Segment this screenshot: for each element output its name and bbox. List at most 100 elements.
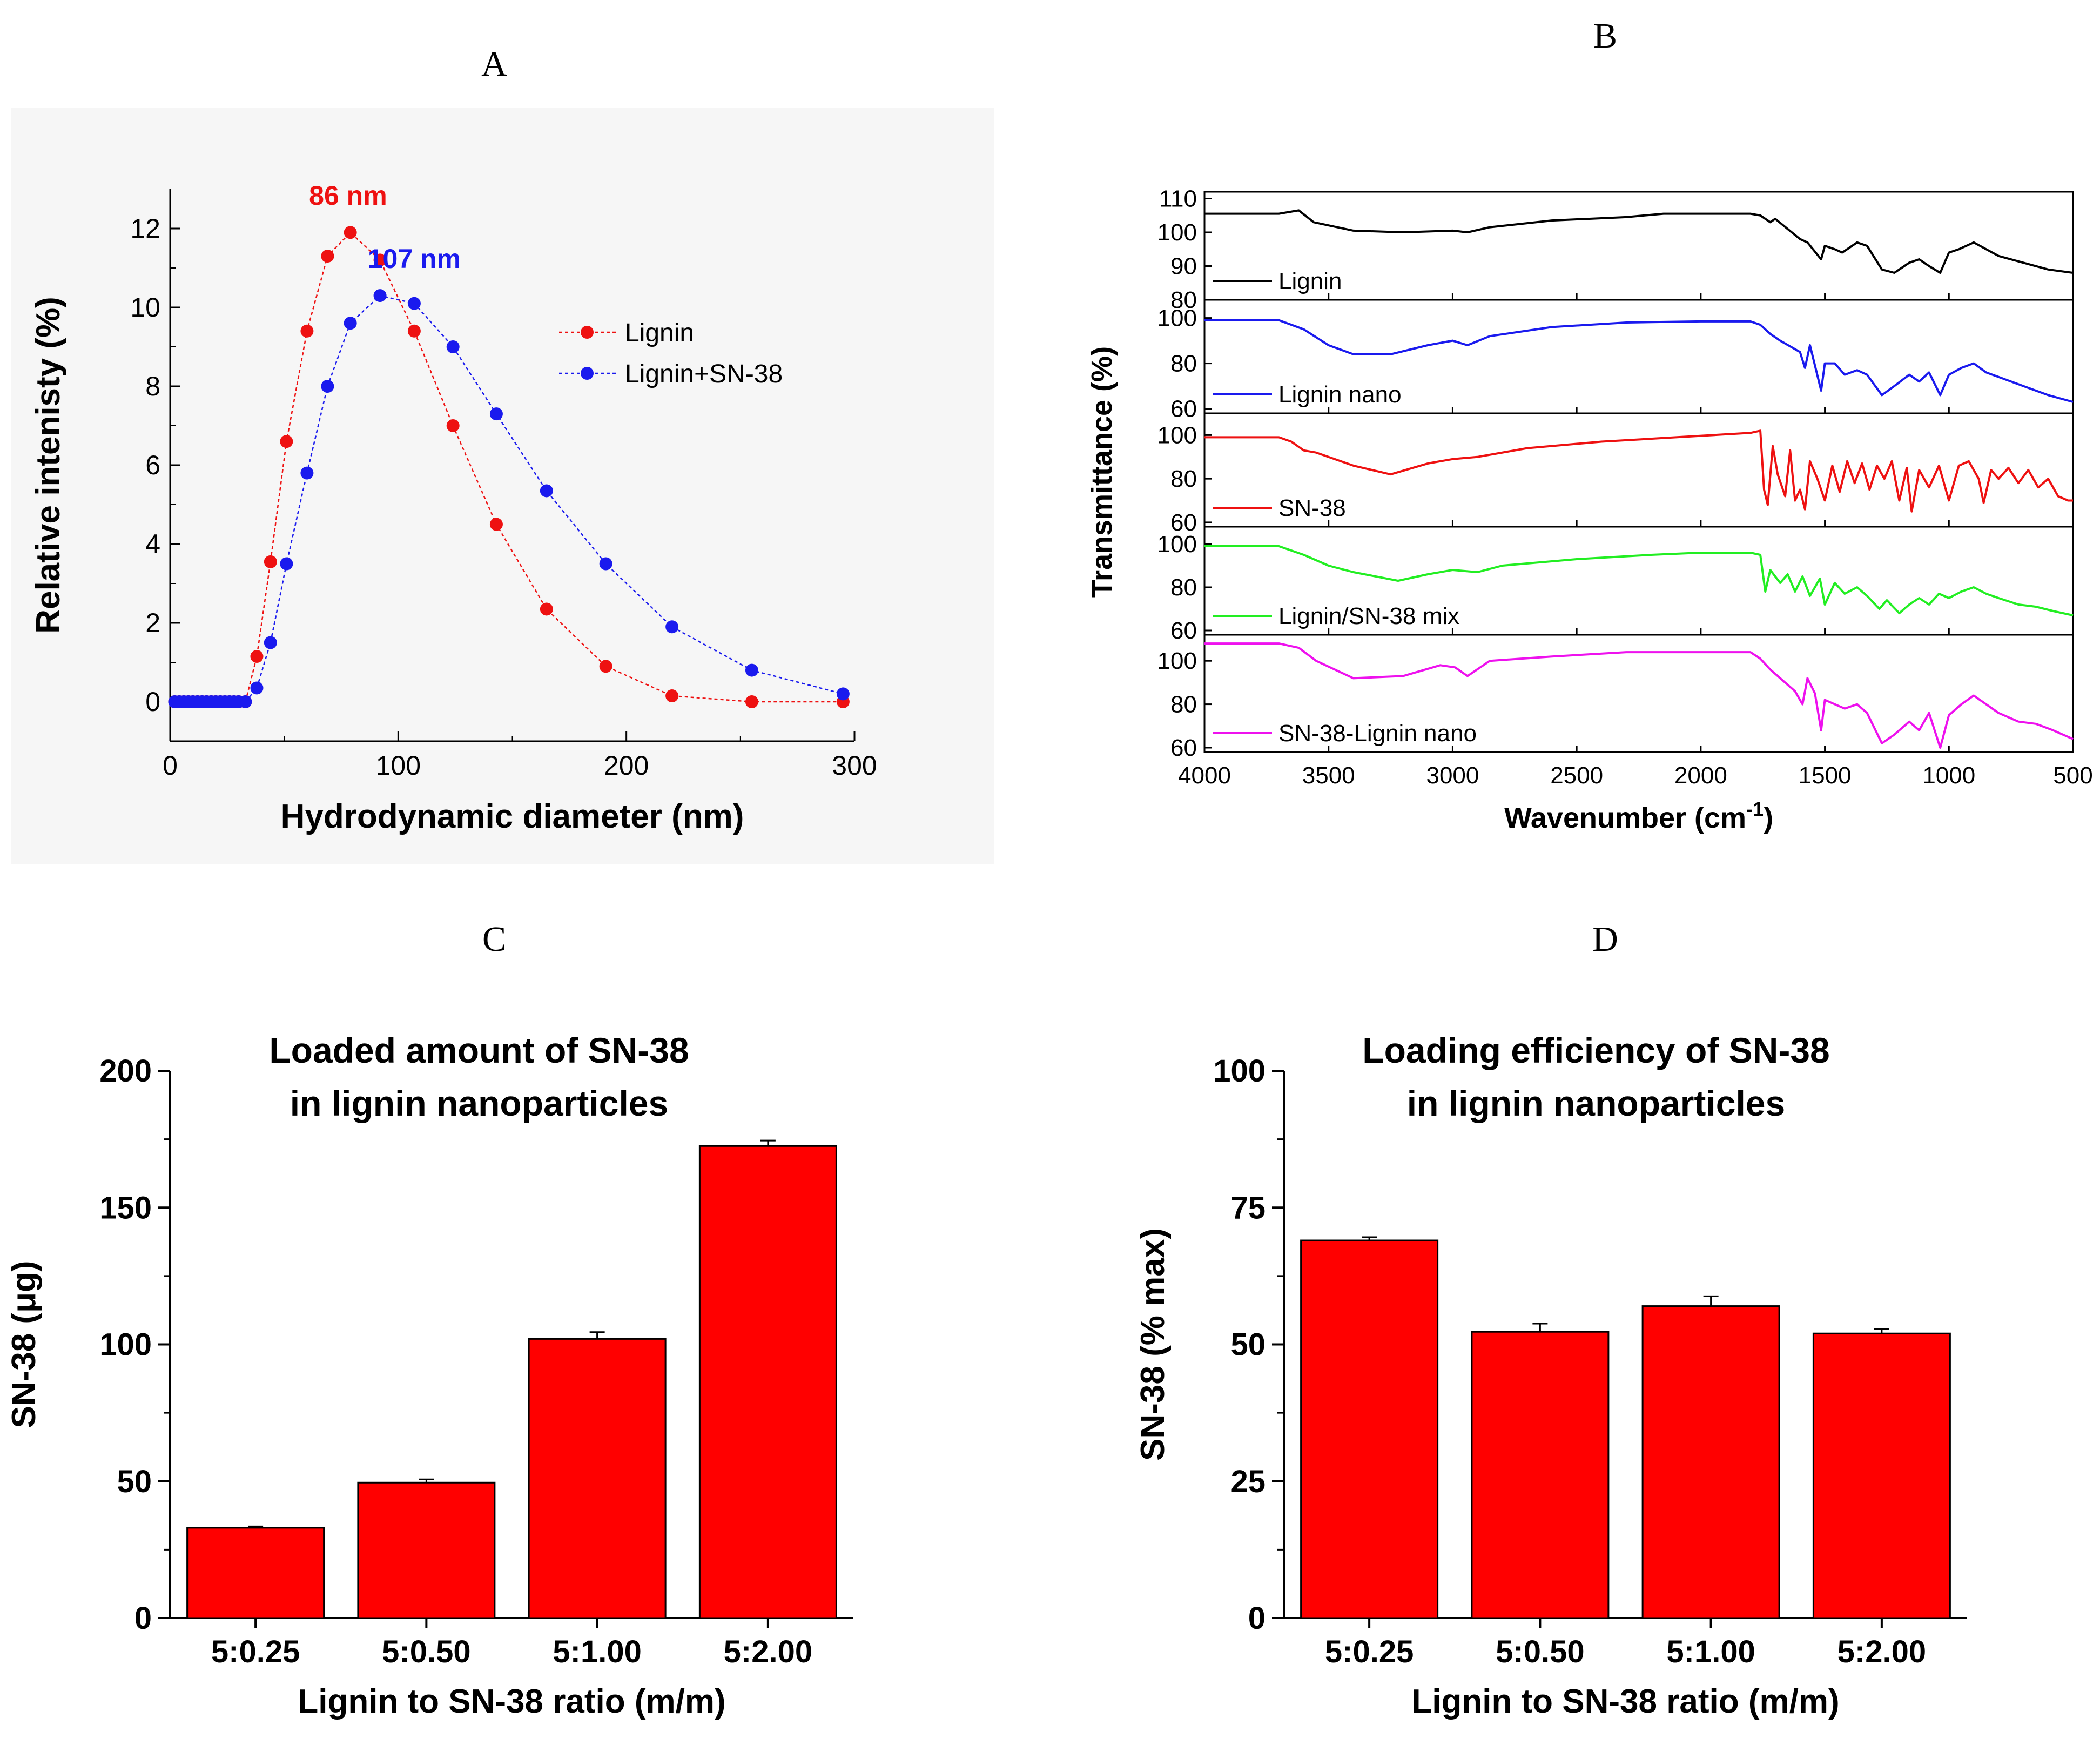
panel-a-x-tick-label: 200: [604, 750, 649, 781]
panel-c-category-label: 5:0.25: [211, 1634, 300, 1669]
ftir-subplot-frame: [1203, 634, 2074, 753]
data-point-lignin: [344, 226, 357, 239]
panel-letter-c: C: [482, 920, 506, 959]
ftir-x-axis-label: Wavenumber (cm-1): [1504, 798, 1773, 834]
ftir-legend-label: SN-38: [1278, 495, 1346, 521]
panel-a-dls-chart: 0 2 4 6 8 10 12 0 100 200 300 Hydrodynamic diameter…: [30, 180, 877, 835]
ftir-x-tick-label: 2000: [1674, 762, 1727, 789]
ftir-y-axis-label: Transmittance (%): [1086, 346, 1118, 598]
panel-letter-b: B: [1593, 16, 1617, 56]
data-point-lignin: [280, 435, 293, 448]
panel-d-y-axis-label: SN-38 (% max): [1134, 1228, 1172, 1461]
panel-d-category-label: 5:0.50: [1496, 1634, 1584, 1669]
panel-c-category-label: 5:0.50: [382, 1634, 470, 1669]
panel-c-y-tick-label: 0: [134, 1601, 152, 1636]
ftir-y-tick-label: 60: [1170, 618, 1197, 644]
panel-d-y-tick-label: 25: [1230, 1464, 1266, 1499]
ftir-legend-label: Lignin: [1278, 268, 1342, 294]
ftir-x-tick-label: 1000: [1922, 762, 1975, 789]
data-point-lignin-sn38: [665, 620, 679, 634]
ftir-y-tick-label: 80: [1170, 692, 1197, 718]
panel-d-title-line: Loading efficiency of SN-38: [1362, 1030, 1829, 1070]
panel-a-x-tick-label: 100: [376, 750, 421, 781]
data-point-lignin-sn38: [745, 663, 758, 677]
ftir-y-tick-label: 100: [1157, 305, 1197, 332]
panel-a-y-axis-label: Relative intenisty (%): [30, 297, 67, 634]
panel-a-y-tick-label: 10: [130, 292, 160, 323]
panel-d-y-tick-label: 0: [1248, 1601, 1266, 1636]
ftir-spectrum-sn-38-lignin-nano: [1204, 642, 2074, 749]
ftir-legend-label: Lignin nano: [1278, 381, 1402, 408]
data-point-lignin: [599, 660, 612, 673]
panel-c-title-line: in lignin nanoparticles: [290, 1083, 668, 1123]
ftir-legend-label: SN-38-Lignin nano: [1278, 720, 1477, 747]
data-point-lignin: [540, 602, 553, 616]
data-point-lignin: [264, 555, 277, 568]
data-point-lignin-sn38: [344, 317, 357, 330]
data-point-lignin: [250, 650, 264, 663]
data-point-lignin: [373, 253, 387, 267]
data-point-lignin-sn38: [300, 466, 314, 480]
panel-d-y-tick-label: 100: [1213, 1053, 1266, 1089]
ftir-y-tick-label: 80: [1170, 574, 1197, 601]
data-point-lignin: [300, 324, 314, 338]
panel-a-x-tick-label: 300: [832, 750, 877, 781]
data-point-lignin: [407, 324, 421, 338]
ftir-spectrum-sn-38: [1204, 429, 2073, 513]
panel-c-y-tick-label: 150: [99, 1190, 152, 1225]
panel-c-bar: [186, 1527, 325, 1619]
panel-d-y-tick-label: 75: [1230, 1190, 1266, 1225]
panel-a-y-tick-label: 8: [145, 371, 160, 401]
ftir-y-tick-label: 60: [1170, 735, 1197, 761]
data-point-lignin-sn38: [489, 407, 503, 421]
ftir-y-tick-label: 60: [1170, 509, 1197, 536]
panel-a-y-tick-label: 2: [145, 608, 160, 638]
panel-d-x-axis-label: Lignin to SN-38 ratio (m/m): [1411, 1683, 1839, 1720]
data-point-lignin-sn38: [321, 380, 334, 393]
ftir-x-tick-label: 4000: [1178, 762, 1231, 789]
ftir-x-tick-label: 1500: [1799, 762, 1852, 789]
legend-label: Lignin+SN-38: [625, 360, 783, 388]
panel-d-bar: [1471, 1331, 1610, 1619]
panel-a-y-tick-label: 4: [145, 529, 160, 559]
ftir-spectrum-lignin-sn-38-mix: [1204, 545, 2074, 616]
data-point-lignin-sn38: [446, 340, 460, 353]
panel-c-category-label: 5:2.00: [724, 1634, 812, 1669]
ftir-spectrum-lignin-nano: [1204, 319, 2074, 403]
ftir-spectrum-lignin: [1204, 209, 2074, 274]
ftir-x-tick-label: 500: [2053, 762, 2092, 789]
panel-d-category-label: 5:1.00: [1666, 1634, 1755, 1669]
data-point-lignin-sn38: [540, 484, 553, 498]
data-point-lignin-sn38: [264, 636, 277, 649]
panel-a-y-tick-label: 12: [130, 213, 160, 244]
panel-c-bar: [698, 1145, 837, 1619]
data-point-lignin-sn38: [599, 557, 612, 571]
panel-d-y-tick-label: 50: [1230, 1327, 1266, 1363]
legend-label: Lignin: [625, 319, 694, 347]
data-point-lignin: [745, 695, 758, 708]
panel-d-category-label: 5:0.25: [1325, 1634, 1414, 1669]
ftir-y-tick-label: 110: [1159, 186, 1197, 212]
data-point-lignin-sn38: [250, 681, 264, 695]
panel-letter-a: A: [481, 44, 507, 84]
ftir-y-tick-label: 80: [1170, 351, 1197, 377]
ftir-x-tick-label: 2500: [1550, 762, 1603, 789]
panel-c-loaded-amount-chart: 0 50 100 150 200 5:0.25 5:0.50 5:1.00 5:2.00 Lign…: [5, 1030, 853, 1720]
ftir-y-tick-label: 100: [1157, 648, 1197, 674]
panel-a-background: [11, 108, 994, 864]
panel-a-y-tick-label: 6: [145, 450, 160, 480]
legend-swatch-marker: [581, 326, 594, 339]
panel-c-y-tick-label: 100: [99, 1327, 152, 1363]
ftir-y-tick-label: 90: [1170, 253, 1197, 280]
ftir-legend-label: Lignin/SN-38 mix: [1278, 603, 1459, 629]
panel-b-ftir-chart: 80 90 100 110 Lignin 60 80 100 Lignin nano 60 80 10…: [1086, 186, 2093, 835]
panel-d-loading-efficiency-chart: 0 25 50 75 100 5:0.25 5:0.50 5:1.00 5:2.00 Lignin…: [1134, 1030, 1967, 1720]
panel-letter-d: D: [1592, 920, 1618, 959]
data-point-lignin-sn38: [239, 695, 252, 708]
data-point-lignin-sn38: [373, 289, 387, 303]
data-point-lignin: [321, 250, 334, 263]
panel-c-category-label: 5:1.00: [553, 1634, 641, 1669]
panel-a-x-axis-label: Hydrodynamic diameter (nm): [281, 798, 744, 835]
data-point-lignin: [665, 689, 679, 703]
